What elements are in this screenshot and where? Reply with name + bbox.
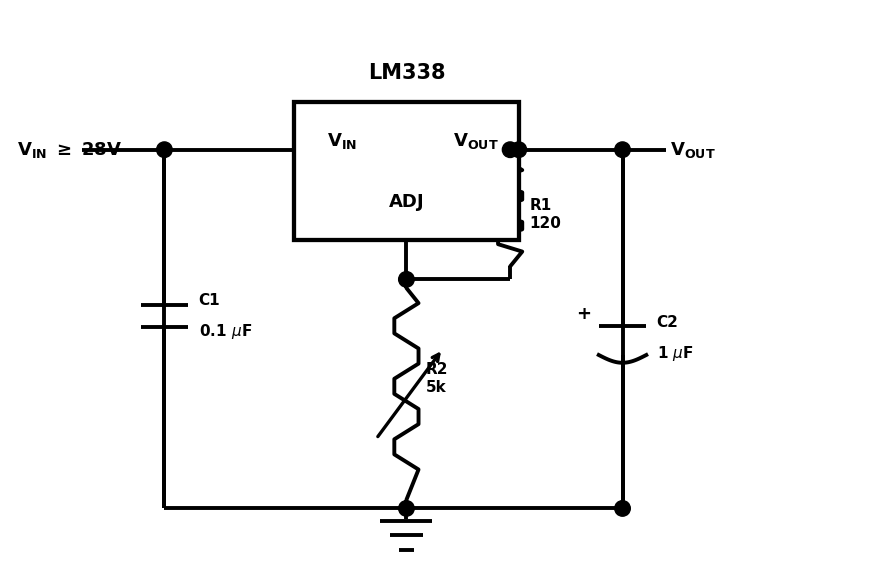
Text: $\mathbf{V_{OUT}}$: $\mathbf{V_{OUT}}$ [670, 140, 715, 160]
Circle shape [511, 142, 527, 157]
Text: 1 $\mu$F: 1 $\mu$F [657, 344, 693, 363]
Text: C2: C2 [657, 314, 678, 329]
Circle shape [503, 142, 518, 157]
Circle shape [399, 271, 415, 287]
Circle shape [615, 142, 631, 157]
Bar [294, 102, 519, 240]
Circle shape [399, 501, 415, 516]
Circle shape [615, 501, 631, 516]
Text: +: + [576, 305, 591, 323]
Text: $\mathbf{V_{IN}}$ $\mathbf{\geq}$ $\mathbf{28V}$: $\mathbf{V_{IN}}$ $\mathbf{\geq}$ $\math… [18, 140, 123, 160]
Text: R1
120: R1 120 [529, 198, 561, 232]
Text: C1: C1 [198, 293, 220, 308]
Text: R2
5k: R2 5k [425, 362, 448, 395]
Text: LM338: LM338 [368, 63, 445, 83]
Text: $\mathbf{V_{IN}}$: $\mathbf{V_{IN}}$ [326, 131, 356, 151]
Text: 0.1 $\mu$F: 0.1 $\mu$F [198, 322, 251, 341]
Circle shape [157, 142, 172, 157]
Text: ADJ: ADJ [389, 193, 424, 211]
Text: $\mathbf{V_{OUT}}$: $\mathbf{V_{OUT}}$ [452, 131, 498, 151]
